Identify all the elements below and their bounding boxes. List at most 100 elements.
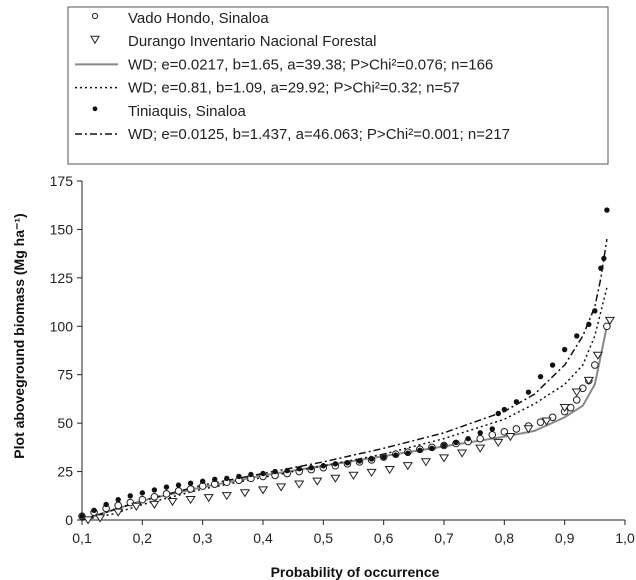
point-2-36 [501,406,508,413]
point-2-9 [187,480,194,486]
x-tick-label-4: 0,5 [314,530,334,546]
x-axis-title: Probability of occurrence [271,564,440,580]
point-0-4 [126,498,135,507]
point-1-11 [275,483,287,492]
point-2-34 [489,426,495,432]
y-tick-label-5: 125 [50,270,74,286]
point-2-12 [224,475,230,482]
legend-marker-4 [92,106,98,112]
point-0-6 [150,492,159,501]
point-1-17 [384,465,395,475]
legend-frame [67,6,609,165]
point-2-15 [260,470,266,477]
point-1-29 [583,376,594,386]
y-tick-label-6: 150 [50,221,74,237]
y-tick-label-4: 100 [50,318,74,334]
point-2-22 [344,460,351,466]
series-2 [79,207,610,519]
point-0-8 [174,487,183,495]
y-axis-title: Plot aboveground biomass (Mg ha⁻¹) [11,213,27,458]
point-1-15 [348,471,359,480]
point-0-34 [488,430,497,439]
series-0 [78,322,611,520]
point-2-10 [199,478,206,484]
point-1-27 [559,403,570,413]
y-tick-label-3: 75 [57,367,73,383]
point-0-39 [548,413,557,422]
fit-line-dotted [81,287,608,521]
point-2-28 [417,447,423,453]
point-1-14 [330,474,341,483]
point-1-23 [493,438,504,448]
point-1-10 [257,486,269,495]
x-tick-label-9: 1,0 [615,530,635,546]
point-2-42 [574,333,580,339]
point-2-39 [537,373,544,380]
point-2-16 [272,468,278,475]
point-1-13 [312,477,323,486]
point-2-29 [429,445,435,452]
point-0-5 [138,495,147,504]
x-tick-label-0: 0,1 [72,530,92,546]
point-2-32 [465,435,471,442]
point-1-20 [438,454,450,463]
point-0-45 [591,361,599,369]
legend-label-3: WD; e=0.81, b=1.09, a=29.92; P>Chi²=0.32… [128,80,460,97]
point-1-16 [366,468,377,478]
point-0-7 [162,490,171,498]
point-1-3 [131,502,142,511]
x-tick-label-1: 0,2 [133,530,153,546]
point-2-35 [495,410,501,417]
point-2-46 [601,255,607,262]
point-2-23 [356,458,363,464]
point-1-7 [203,494,214,503]
x-tick-label-8: 0,9 [555,530,575,546]
point-1-31 [604,316,616,325]
x-tick-label-7: 0,8 [495,530,515,546]
point-2-47 [604,207,610,213]
point-1-0 [82,516,94,525]
point-2-20 [320,463,327,469]
y-tick-label-2: 50 [57,415,73,431]
y-tick-label-7: 175 [50,173,74,189]
point-1-1 [94,514,106,523]
point-2-14 [248,471,254,478]
point-2-37 [513,399,520,405]
point-1-6 [185,496,196,505]
point-2-38 [525,389,532,395]
point-1-8 [221,492,232,501]
point-2-41 [561,346,568,353]
point-1-24 [505,433,516,442]
point-0-46 [603,322,611,331]
point-2-0 [79,513,85,519]
point-2-7 [163,484,170,490]
point-2-25 [380,454,387,460]
point-1-4 [149,500,160,510]
point-2-40 [549,362,556,368]
x-tick-label-3: 0,4 [253,530,273,546]
legend-label-5: WD; e=0.0125, b=1.437, a=46.063; P>Chi²=… [128,126,510,143]
point-0-38 [536,418,545,426]
fit-line-dashdot [81,238,608,521]
x-tick-label-6: 0,7 [434,530,454,546]
point-1-19 [420,458,432,467]
point-2-43 [586,321,592,328]
legend-label-2: WD; e=0.0217, b=1.65, a=39.38; P>Chi²=0.… [128,56,493,73]
point-1-5 [167,497,178,507]
point-2-2 [103,501,109,508]
point-2-4 [127,493,133,499]
x-tick-label-2: 0,3 [193,530,213,546]
y-tick-label-0: 0 [65,512,73,528]
point-1-22 [475,444,486,453]
point-1-12 [294,480,305,489]
point-2-33 [477,430,483,436]
y-tick-label-1: 25 [57,464,73,480]
point-0-43 [578,384,587,393]
legend-label-4: Tiniaquis, Sinaloa [128,103,247,120]
point-1-2 [113,508,124,517]
point-2-45 [598,265,604,271]
legend-marker-1 [90,35,100,45]
point-0-36 [512,425,521,433]
point-1-28 [571,388,582,397]
